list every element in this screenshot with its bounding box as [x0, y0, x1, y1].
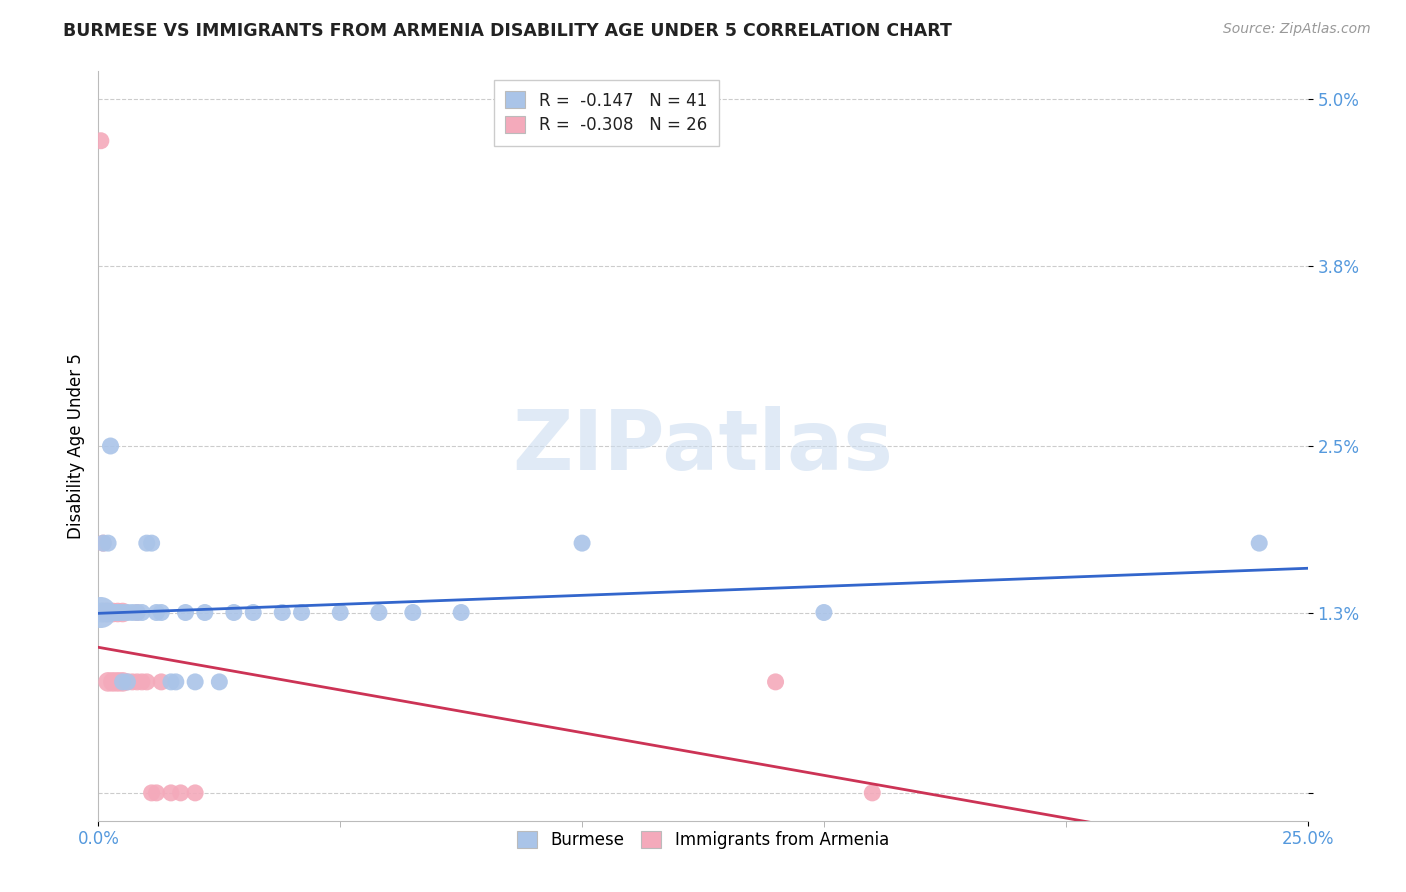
Point [1249, 536, 1271, 550]
Point [402, 606, 425, 620]
Text: ZIPatlas: ZIPatlas [513, 406, 893, 486]
Point [131, 606, 153, 620]
Point [121, 674, 143, 689]
Point [765, 674, 787, 689]
Point [242, 606, 264, 620]
Point [111, 674, 134, 689]
Point [165, 674, 187, 689]
Point [150, 674, 173, 689]
Point [111, 606, 134, 620]
Point [107, 674, 129, 689]
Point [90, 606, 112, 620]
Point [97, 536, 120, 550]
Point [141, 786, 163, 800]
Point [101, 606, 124, 620]
Y-axis label: Disability Age Under 5: Disability Age Under 5 [66, 353, 84, 539]
Point [101, 606, 124, 620]
Point [813, 606, 835, 620]
Point [91, 606, 114, 620]
Point [117, 674, 139, 689]
Point [127, 606, 149, 620]
Point [94, 606, 117, 620]
Point [135, 536, 157, 550]
Text: BURMESE VS IMMIGRANTS FROM ARMENIA DISABILITY AGE UNDER 5 CORRELATION CHART: BURMESE VS IMMIGRANTS FROM ARMENIA DISAB… [63, 22, 952, 40]
Point [117, 674, 139, 689]
Point [107, 606, 129, 620]
Point [222, 606, 245, 620]
Point [150, 606, 173, 620]
Point [160, 674, 183, 689]
Point [145, 606, 167, 620]
Point [91, 536, 114, 550]
Point [169, 786, 191, 800]
Text: Source: ZipAtlas.com: Source: ZipAtlas.com [1223, 22, 1371, 37]
Point [101, 674, 124, 689]
Point [97, 606, 120, 620]
Point [111, 674, 134, 689]
Point [107, 606, 129, 620]
Point [90, 134, 112, 148]
Point [860, 786, 883, 800]
Point [97, 606, 120, 620]
Point [94, 606, 117, 620]
Point [111, 606, 134, 620]
Point [97, 674, 120, 689]
Point [97, 606, 120, 620]
Point [184, 674, 207, 689]
Point [450, 606, 472, 620]
Point [107, 606, 129, 620]
Point [127, 674, 149, 689]
Point [571, 536, 593, 550]
Point [141, 536, 163, 550]
Point [101, 606, 124, 620]
Point [117, 606, 139, 620]
Point [368, 606, 391, 620]
Point [290, 606, 312, 620]
Point [329, 606, 352, 620]
Point [91, 606, 114, 620]
Point [184, 786, 207, 800]
Point [174, 606, 197, 620]
Point [100, 439, 122, 453]
Point [91, 536, 114, 550]
Point [145, 786, 167, 800]
Point [194, 606, 217, 620]
Point [127, 606, 149, 620]
Point [160, 786, 183, 800]
Point [131, 674, 153, 689]
Legend: Burmese, Immigrants from Armenia: Burmese, Immigrants from Armenia [509, 822, 897, 857]
Point [90, 606, 112, 620]
Point [208, 674, 231, 689]
Point [271, 606, 294, 620]
Point [135, 674, 157, 689]
Point [121, 606, 143, 620]
